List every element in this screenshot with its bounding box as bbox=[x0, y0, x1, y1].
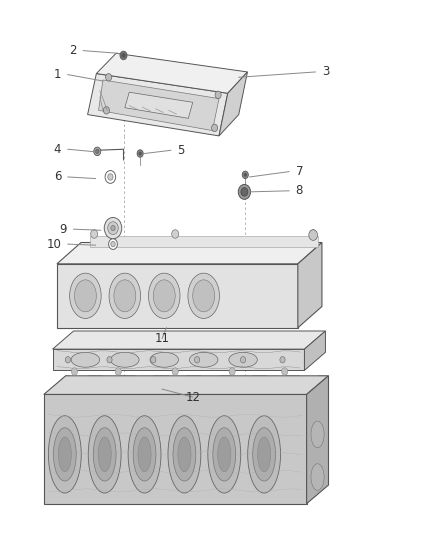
Circle shape bbox=[282, 368, 288, 375]
Ellipse shape bbox=[178, 437, 191, 472]
Circle shape bbox=[105, 171, 116, 183]
Ellipse shape bbox=[128, 416, 161, 493]
Ellipse shape bbox=[168, 416, 201, 493]
Ellipse shape bbox=[93, 427, 116, 481]
Circle shape bbox=[212, 124, 218, 132]
Ellipse shape bbox=[74, 280, 96, 312]
Ellipse shape bbox=[229, 352, 258, 367]
Ellipse shape bbox=[71, 352, 99, 367]
Circle shape bbox=[215, 91, 221, 99]
Polygon shape bbox=[88, 74, 228, 136]
Circle shape bbox=[139, 152, 141, 155]
Circle shape bbox=[241, 188, 248, 196]
Circle shape bbox=[71, 368, 78, 375]
Circle shape bbox=[242, 171, 248, 179]
Text: 6: 6 bbox=[54, 171, 61, 183]
Ellipse shape bbox=[70, 273, 101, 318]
Polygon shape bbox=[57, 264, 298, 328]
Text: 10: 10 bbox=[46, 238, 61, 251]
Polygon shape bbox=[57, 243, 322, 264]
Circle shape bbox=[120, 51, 127, 60]
Ellipse shape bbox=[173, 427, 196, 481]
Ellipse shape bbox=[311, 421, 324, 448]
Polygon shape bbox=[96, 53, 247, 93]
Circle shape bbox=[240, 357, 246, 363]
Ellipse shape bbox=[153, 280, 175, 312]
Ellipse shape bbox=[58, 437, 71, 472]
Ellipse shape bbox=[189, 352, 218, 367]
Polygon shape bbox=[298, 243, 322, 328]
Ellipse shape bbox=[311, 464, 324, 490]
Circle shape bbox=[115, 368, 121, 375]
Ellipse shape bbox=[247, 416, 280, 493]
Circle shape bbox=[172, 368, 178, 375]
Polygon shape bbox=[99, 80, 219, 131]
Polygon shape bbox=[53, 331, 325, 349]
Circle shape bbox=[172, 230, 179, 238]
Polygon shape bbox=[125, 92, 193, 118]
Circle shape bbox=[107, 357, 112, 363]
Text: 12: 12 bbox=[185, 391, 200, 403]
Ellipse shape bbox=[208, 416, 241, 493]
Text: 11: 11 bbox=[155, 332, 170, 345]
Polygon shape bbox=[307, 376, 328, 504]
Circle shape bbox=[122, 53, 125, 58]
Circle shape bbox=[108, 222, 118, 235]
Circle shape bbox=[310, 230, 317, 238]
Polygon shape bbox=[304, 331, 325, 370]
Text: 1: 1 bbox=[54, 68, 61, 81]
Ellipse shape bbox=[98, 437, 111, 472]
Ellipse shape bbox=[150, 352, 179, 367]
Ellipse shape bbox=[114, 280, 136, 312]
Ellipse shape bbox=[148, 273, 180, 318]
Ellipse shape bbox=[253, 427, 276, 481]
Ellipse shape bbox=[53, 427, 76, 481]
Circle shape bbox=[65, 357, 71, 363]
Circle shape bbox=[137, 150, 143, 157]
Polygon shape bbox=[90, 236, 318, 247]
Text: 9: 9 bbox=[60, 223, 67, 236]
Circle shape bbox=[280, 357, 285, 363]
Ellipse shape bbox=[258, 437, 271, 472]
Ellipse shape bbox=[218, 437, 231, 472]
Polygon shape bbox=[53, 349, 304, 370]
Ellipse shape bbox=[88, 416, 121, 493]
Text: 2: 2 bbox=[69, 44, 77, 57]
Polygon shape bbox=[44, 394, 307, 504]
Ellipse shape bbox=[213, 427, 236, 481]
Circle shape bbox=[111, 225, 115, 231]
Circle shape bbox=[194, 357, 200, 363]
Circle shape bbox=[95, 149, 99, 154]
Circle shape bbox=[111, 241, 115, 247]
Circle shape bbox=[108, 174, 113, 180]
Circle shape bbox=[238, 184, 251, 199]
Circle shape bbox=[309, 230, 318, 240]
Ellipse shape bbox=[193, 280, 215, 312]
Polygon shape bbox=[44, 376, 328, 394]
Circle shape bbox=[109, 239, 117, 249]
Ellipse shape bbox=[48, 416, 81, 493]
Text: 7: 7 bbox=[296, 165, 303, 178]
Circle shape bbox=[229, 368, 235, 375]
Ellipse shape bbox=[138, 437, 151, 472]
Circle shape bbox=[106, 74, 112, 81]
Circle shape bbox=[103, 107, 110, 114]
Circle shape bbox=[151, 357, 156, 363]
Ellipse shape bbox=[188, 273, 219, 318]
Circle shape bbox=[94, 147, 101, 156]
Text: 8: 8 bbox=[296, 184, 303, 197]
Ellipse shape bbox=[110, 352, 139, 367]
Polygon shape bbox=[219, 72, 247, 136]
Text: 5: 5 bbox=[177, 144, 185, 157]
Circle shape bbox=[104, 217, 122, 239]
Circle shape bbox=[91, 230, 98, 238]
Text: 3: 3 bbox=[322, 66, 329, 78]
Ellipse shape bbox=[109, 273, 141, 318]
Ellipse shape bbox=[133, 427, 156, 481]
Text: 4: 4 bbox=[54, 143, 61, 156]
Circle shape bbox=[244, 173, 247, 176]
